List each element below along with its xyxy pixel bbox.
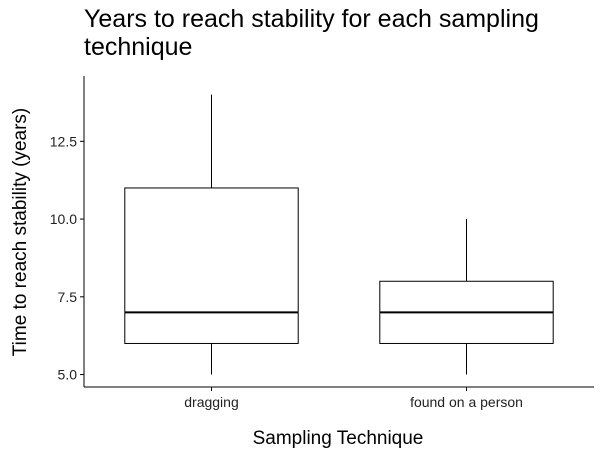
box-group xyxy=(124,94,299,375)
chart-title-line-2: technique xyxy=(84,33,192,61)
iqr-box xyxy=(124,187,299,344)
x-axis-title: Sampling Technique xyxy=(253,428,424,449)
y-axis-title: Time to reach stability (years) xyxy=(10,108,31,356)
chart-title-line-1: Years to reach stability for each sampli… xyxy=(84,5,539,33)
box-group xyxy=(379,219,554,375)
y-tick-label: 5.0 xyxy=(58,367,78,383)
x-axis-ticks: dragging found on a person xyxy=(184,387,523,410)
y-tick-label: 10.0 xyxy=(50,211,77,227)
plot-area xyxy=(124,94,554,375)
y-axis-ticks: 5.0 7.5 10.0 12.5 xyxy=(50,133,84,383)
x-tick-label: found on a person xyxy=(410,394,523,410)
y-tick-label: 7.5 xyxy=(58,289,78,305)
x-tick-label: dragging xyxy=(184,394,239,410)
y-tick-label: 12.5 xyxy=(50,133,77,149)
